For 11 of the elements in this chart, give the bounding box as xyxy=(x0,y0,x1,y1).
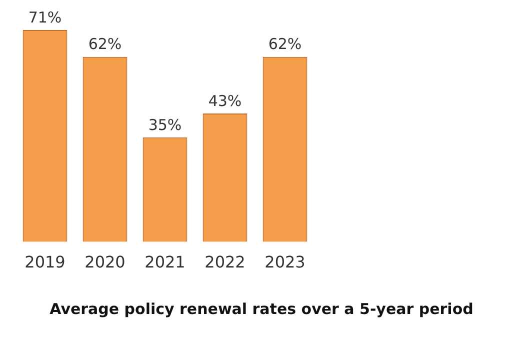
data-label: 62% xyxy=(268,35,302,54)
data-label: 35% xyxy=(148,116,182,134)
data-label: 71% xyxy=(28,8,62,26)
x-tick-label: 2023 xyxy=(264,252,306,272)
x-tick-label: 2022 xyxy=(204,252,246,272)
data-label: 62% xyxy=(88,35,122,54)
x-tick-label: 2021 xyxy=(144,252,186,272)
text: Average policy renewal rates over a 5-year period xyxy=(48,300,474,318)
data-label: 43% xyxy=(208,92,242,110)
x-tick-label: 2020 xyxy=(84,252,126,272)
x-tick-label: 2019 xyxy=(24,252,66,272)
